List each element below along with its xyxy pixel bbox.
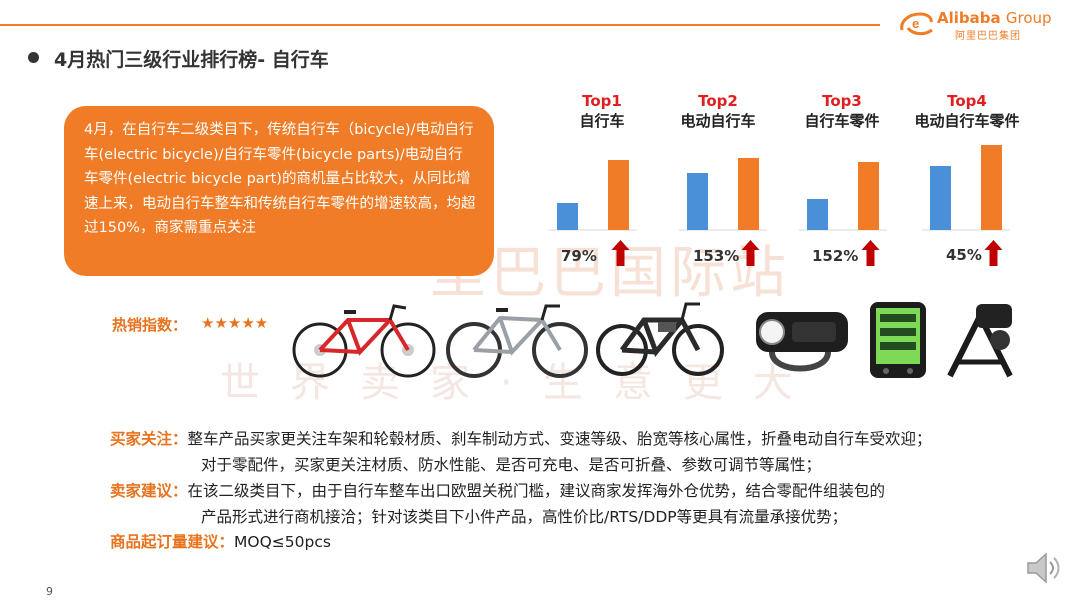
mountain-bike-icon	[446, 304, 588, 378]
svg-text:e: e	[912, 16, 919, 31]
rank-label: Top2	[698, 92, 738, 110]
bar-4-series-1	[930, 166, 951, 230]
buyer-focus-row: 买家关注：整车产品买家更关注车架和轮毂材质、刹车制动方式、变速等级、胎宽等核心属…	[110, 427, 932, 449]
chart-group-label-2: Top2 电动自行车	[648, 92, 788, 131]
electric-bike-icon	[596, 302, 724, 376]
chart-group-label-1: Top1 自行车	[532, 92, 672, 131]
page-title: 4月热门三级行业排行榜- 自行车	[54, 49, 329, 71]
bar-2-series-2	[738, 158, 759, 230]
seller-advice-label: 卖家建议：	[110, 482, 188, 500]
hot-sale-stars: ★★★★★	[201, 314, 269, 332]
logo-chinese: 阿里巴巴集团	[955, 31, 1021, 42]
bar-3-series-2	[858, 162, 879, 230]
buyer-focus-label: 买家关注：	[110, 430, 188, 448]
up-arrow-icon	[741, 240, 760, 266]
category-label: 电动自行车	[680, 112, 756, 130]
category-label: 自行车	[579, 112, 625, 130]
rank-label: Top4	[947, 92, 987, 110]
bike-headlight-icon	[756, 312, 848, 372]
chart-group-label-3: Top3 自行车零件	[772, 92, 912, 131]
up-arrow-icon	[861, 240, 880, 266]
bar-1-series-1	[557, 203, 578, 230]
bar-3-series-1	[807, 199, 828, 230]
growth-label-3: 152%	[812, 247, 859, 265]
bar-1-series-2	[608, 160, 629, 230]
category-label: 自行车零件	[804, 112, 880, 130]
hot-sale-label: 热销指数：	[112, 316, 188, 334]
rank-label: Top3	[822, 92, 862, 110]
seller-advice-line2: 产品形式进行商机接洽；针对该类目下小件产品，高性价比/RTS/DDP等更具有流量…	[201, 508, 848, 526]
summary-text: 4月，在自行车二级类目下，传统自行车（bicycle)/电动自行车(electr…	[84, 122, 476, 236]
buyer-focus-line1: 整车产品买家更关注车架和轮毂材质、刹车制动方式、变速等级、胎宽等核心属性，折叠电…	[187, 430, 932, 448]
road-bike-icon	[292, 304, 436, 378]
bike-trainer-icon	[947, 304, 1013, 378]
up-arrow-icon	[611, 240, 630, 266]
page-number: 9	[46, 585, 53, 598]
moq-value: MOQ≤50pcs	[234, 533, 331, 551]
rank-label: Top1	[582, 92, 622, 110]
growth-label-4: 45%	[946, 246, 982, 264]
header-rule	[0, 24, 880, 26]
summary-box: 4月，在自行车二级类目下，传统自行车（bicycle)/电动自行车(electr…	[64, 106, 494, 276]
bar-2-series-1	[687, 173, 708, 230]
up-arrow-icon	[984, 240, 1003, 266]
moq-label: 商品起订量建议：	[110, 533, 235, 551]
bike-computer-icon	[870, 302, 926, 378]
moq-row: 商品起订量建议：MOQ≤50pcs	[110, 530, 331, 552]
alibaba-logo-icon: e	[900, 12, 933, 36]
bar-chart	[549, 145, 1010, 266]
bar-4-series-2	[981, 145, 1002, 230]
seller-advice-row: 卖家建议：在该二级类目下，由于自行车整车出口欧盟关税门槛，建议商家发挥海外仓优势…	[110, 479, 885, 501]
category-label: 电动自行车零件	[914, 112, 1020, 130]
buyer-focus-line2: 对于零配件，买家更关注材质、防水性能、是否可充电、是否可折叠、参数可调节等属性；	[201, 456, 822, 474]
speaker-icon[interactable]	[1024, 550, 1062, 586]
logo-wordmark: Alibaba Group	[937, 9, 1052, 27]
chart-group-label-4: Top4 电动自行车零件	[897, 92, 1037, 131]
bullet-icon	[28, 52, 39, 63]
growth-label-2: 153%	[693, 247, 740, 265]
growth-label-1: 79%	[561, 247, 597, 265]
seller-advice-line1: 在该二级类目下，由于自行车整车出口欧盟关税门槛，建议商家发挥海外仓优势，结合零配…	[187, 482, 886, 500]
